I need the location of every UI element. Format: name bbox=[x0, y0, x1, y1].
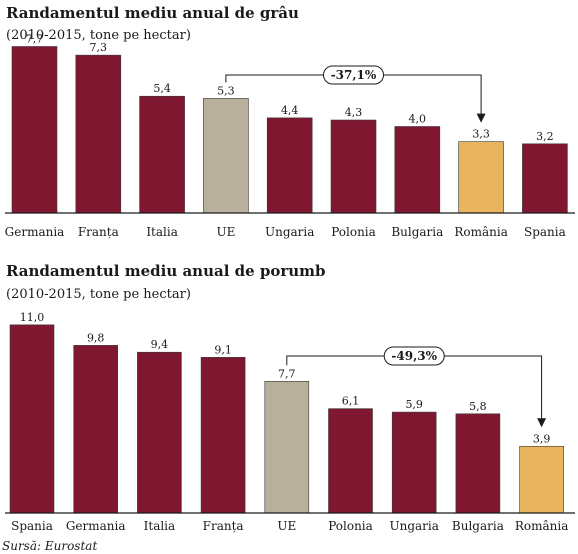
chart1-subtitle: (2010-2015, tone pe hectar) bbox=[6, 28, 191, 43]
chart2-subtitle: (2010-2015, tone pe hectar) bbox=[6, 287, 191, 302]
category-label-chart1-3: UE bbox=[216, 225, 235, 239]
category-label-chart2-7: Bulgaria bbox=[452, 519, 504, 533]
value-label-chart2-3: 9,1 bbox=[214, 343, 232, 356]
annotation-arrow-chart2 bbox=[537, 418, 547, 428]
value-label-chart2-2: 9,4 bbox=[151, 338, 169, 351]
value-label-chart1-2: 5,4 bbox=[153, 82, 171, 95]
bar-chart2-5 bbox=[328, 408, 373, 514]
bar-chart2-2 bbox=[137, 351, 182, 514]
category-label-chart1-6: Bulgaria bbox=[391, 225, 443, 239]
bar-chart1-4 bbox=[266, 117, 313, 214]
category-label-chart2-3: Franța bbox=[203, 519, 244, 533]
category-label-chart1-4: Ungaria bbox=[265, 225, 314, 239]
value-label-chart2-8: 3,9 bbox=[533, 432, 551, 445]
category-label-chart2-2: Italia bbox=[144, 519, 176, 533]
category-label-chart1-5: Polonia bbox=[331, 225, 376, 239]
chart1-plot: 7,7 Germania 7,3 Franța 5,4 Italia 5,3 UE 4,4 Ung… bbox=[5, 32, 575, 239]
category-label-chart2-0: Spania bbox=[11, 519, 53, 533]
category-label-chart1-8: Spania bbox=[524, 225, 566, 239]
value-label-chart2-4: 7,7 bbox=[278, 367, 296, 380]
category-label-chart1-0: Germania bbox=[5, 225, 65, 239]
bar-chart2-0 bbox=[9, 324, 55, 514]
annotation-label-chart2: -49,3% bbox=[391, 349, 437, 363]
bar-chart1-0 bbox=[11, 46, 58, 214]
value-label-chart2-5: 6,1 bbox=[342, 395, 360, 408]
annotation-label-chart1: -37,1% bbox=[331, 68, 377, 82]
category-label-chart1-1: Franța bbox=[78, 225, 119, 239]
value-label-chart2-1: 9,8 bbox=[87, 331, 105, 344]
chart2-plot: 11,0 Spania 9,8 Germania 9,4 Italia 9,1 Franța 7… bbox=[5, 311, 575, 533]
value-label-chart2-7: 5,8 bbox=[469, 400, 487, 413]
annotation-arrow-chart1 bbox=[476, 113, 486, 123]
bar-chart2-3 bbox=[200, 357, 246, 514]
value-label-chart1-3: 5,3 bbox=[217, 84, 235, 97]
category-label-chart2-4: UE bbox=[277, 519, 296, 533]
bar-chart2-1 bbox=[73, 345, 118, 514]
value-label-chart1-6: 4,0 bbox=[409, 113, 427, 126]
bar-chart1-5 bbox=[330, 119, 377, 214]
chart1-title: Randamentul mediu anual de grâu bbox=[6, 4, 299, 22]
category-label-chart1-2: Italia bbox=[146, 225, 178, 239]
value-label-chart1-0: 7,7 bbox=[26, 32, 44, 45]
value-label-chart2-6: 5,9 bbox=[405, 398, 423, 411]
value-label-chart1-5: 4,3 bbox=[345, 106, 363, 119]
value-label-chart1-4: 4,4 bbox=[281, 104, 299, 117]
bar-chart2-7 bbox=[455, 413, 501, 514]
bar-chart1-1 bbox=[75, 54, 122, 214]
bar-chart1-2 bbox=[139, 95, 185, 214]
value-label-chart1-8: 3,2 bbox=[536, 130, 554, 143]
annotation-pill-chart1 bbox=[323, 65, 384, 85]
bar-chart1-8 bbox=[522, 143, 568, 214]
value-label-chart2-0: 11,0 bbox=[20, 311, 45, 324]
chart2-title: Randamentul mediu anual de porumb bbox=[6, 262, 326, 280]
bar-chart2-6 bbox=[391, 411, 437, 514]
bar-chart1-3 bbox=[203, 98, 249, 214]
bar-chart2-8 bbox=[519, 445, 564, 514]
bar-chart1-7 bbox=[458, 141, 504, 214]
category-label-chart1-7: România bbox=[454, 225, 508, 239]
value-label-chart1-7: 3,3 bbox=[472, 128, 490, 141]
annotation-pill-chart2 bbox=[383, 346, 445, 366]
category-label-chart2-1: Germania bbox=[66, 519, 126, 533]
bar-chart1-6 bbox=[394, 126, 441, 214]
category-label-chart2-6: Ungaria bbox=[389, 519, 438, 533]
bar-chart2-4 bbox=[264, 380, 310, 514]
source-note: Sursă: Eurostat bbox=[2, 539, 97, 553]
category-label-chart2-8: România bbox=[515, 519, 569, 533]
value-label-chart1-1: 7,3 bbox=[90, 41, 108, 54]
category-label-chart2-5: Polonia bbox=[328, 519, 373, 533]
